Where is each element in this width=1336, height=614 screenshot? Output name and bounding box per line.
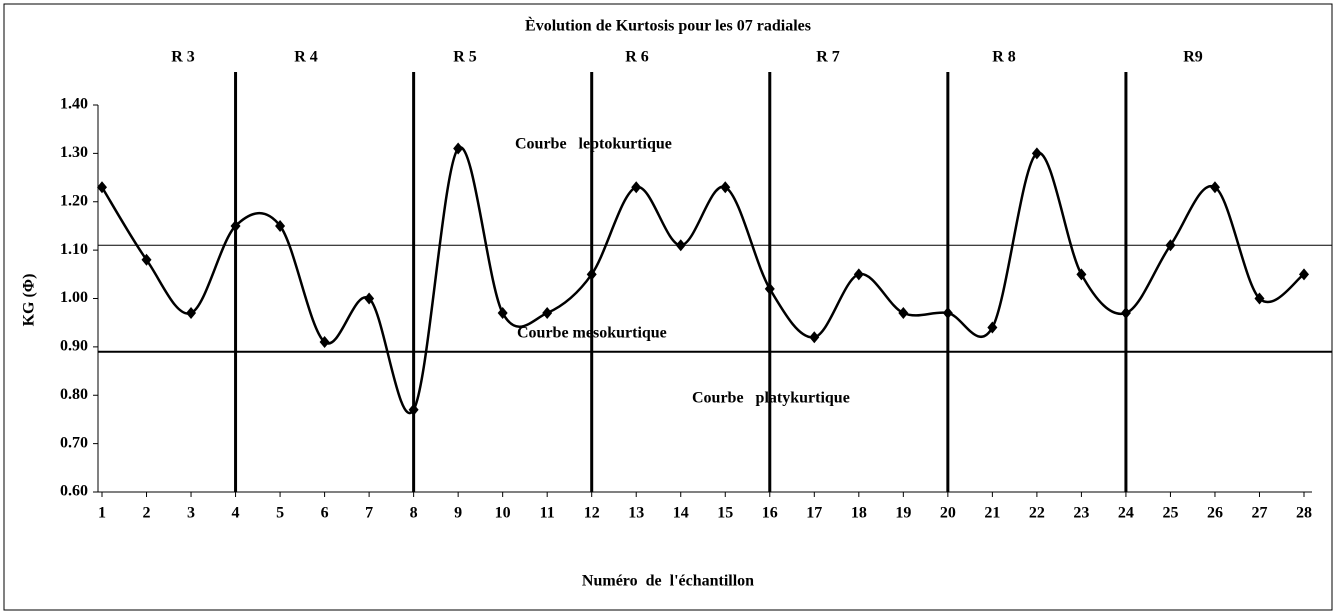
y-tick-label: 0.90: [60, 338, 88, 355]
marker: [720, 181, 731, 194]
marker: [1076, 268, 1087, 281]
marker: [675, 239, 686, 252]
marker: [1031, 147, 1042, 160]
x-tick-label: 20: [940, 505, 956, 522]
x-tick-label: 28: [1296, 505, 1312, 522]
y-tick-label: 0.70: [60, 434, 88, 451]
marker: [586, 268, 597, 281]
x-tick-label: 10: [495, 505, 511, 522]
marker: [319, 336, 330, 349]
x-tick-label: 11: [540, 505, 555, 522]
chart-border: [3, 3, 1333, 611]
marker: [542, 307, 553, 320]
y-tick-label: 1.20: [60, 192, 88, 209]
marker: [1254, 292, 1265, 305]
x-tick-label: 7: [365, 505, 373, 522]
marker: [275, 219, 286, 232]
x-tick-label: 27: [1251, 505, 1267, 522]
marker: [764, 282, 775, 295]
y-tick-label: 1.10: [60, 241, 88, 258]
marker: [987, 321, 998, 334]
x-tick-label: 2: [143, 505, 151, 522]
region-label: R 7: [816, 49, 840, 66]
y-axis-label: KG (Φ): [21, 274, 38, 327]
x-axis-label: Numéro de l'échantillon: [582, 573, 754, 590]
x-tick-label: 1: [98, 505, 106, 522]
marker: [97, 181, 107, 194]
region-label: R 5: [453, 49, 477, 66]
marker: [898, 307, 909, 320]
marker: [230, 219, 241, 232]
x-tick-label: 9: [454, 505, 462, 522]
region-label: R 3: [171, 49, 195, 66]
y-tick-label: 0.80: [60, 386, 88, 403]
x-tick-label: 25: [1162, 505, 1178, 522]
marker: [809, 331, 820, 344]
region-label: R 4: [294, 49, 318, 66]
marker: [942, 307, 953, 320]
x-tick-label: 24: [1118, 505, 1134, 522]
marker: [1120, 307, 1131, 320]
region-label: R 6: [625, 49, 649, 66]
marker: [186, 307, 197, 320]
y-tick-label: 1.40: [60, 96, 88, 113]
x-tick-label: 12: [584, 505, 600, 522]
region-label: R 8: [992, 49, 1016, 66]
marker: [853, 268, 864, 281]
annotation: Courbe leptokurtique: [515, 136, 672, 153]
y-tick-label: 0.60: [60, 483, 88, 500]
x-tick-label: 18: [851, 505, 867, 522]
chart-title: Èvolution de Kurtosis pour les 07 radial…: [525, 16, 811, 35]
x-tick-label: 23: [1073, 505, 1089, 522]
x-tick-label: 22: [1029, 505, 1045, 522]
marker: [497, 307, 508, 320]
marker: [631, 181, 642, 194]
x-tick-label: 5: [276, 505, 284, 522]
region-label: R9: [1183, 49, 1203, 66]
x-tick-label: 4: [232, 505, 240, 522]
x-tick-label: 13: [628, 505, 644, 522]
y-tick-label: 1.00: [60, 289, 88, 306]
x-tick-label: 15: [717, 505, 733, 522]
marker: [141, 253, 152, 266]
marker: [1299, 268, 1309, 281]
x-tick-label: 21: [984, 505, 1000, 522]
y-tick-label: 1.30: [60, 144, 88, 161]
x-tick-label: 17: [806, 505, 822, 522]
x-tick-label: 16: [762, 505, 778, 522]
x-tick-label: 8: [410, 505, 418, 522]
marker: [408, 403, 419, 416]
x-tick-label: 3: [187, 505, 195, 522]
marker: [1165, 239, 1176, 252]
marker: [453, 142, 464, 155]
marker: [364, 292, 375, 305]
marker: [1209, 181, 1220, 194]
x-tick-label: 26: [1207, 505, 1223, 522]
x-tick-label: 19: [895, 505, 911, 522]
x-tick-label: 14: [673, 505, 689, 522]
x-tick-label: 6: [321, 505, 329, 522]
